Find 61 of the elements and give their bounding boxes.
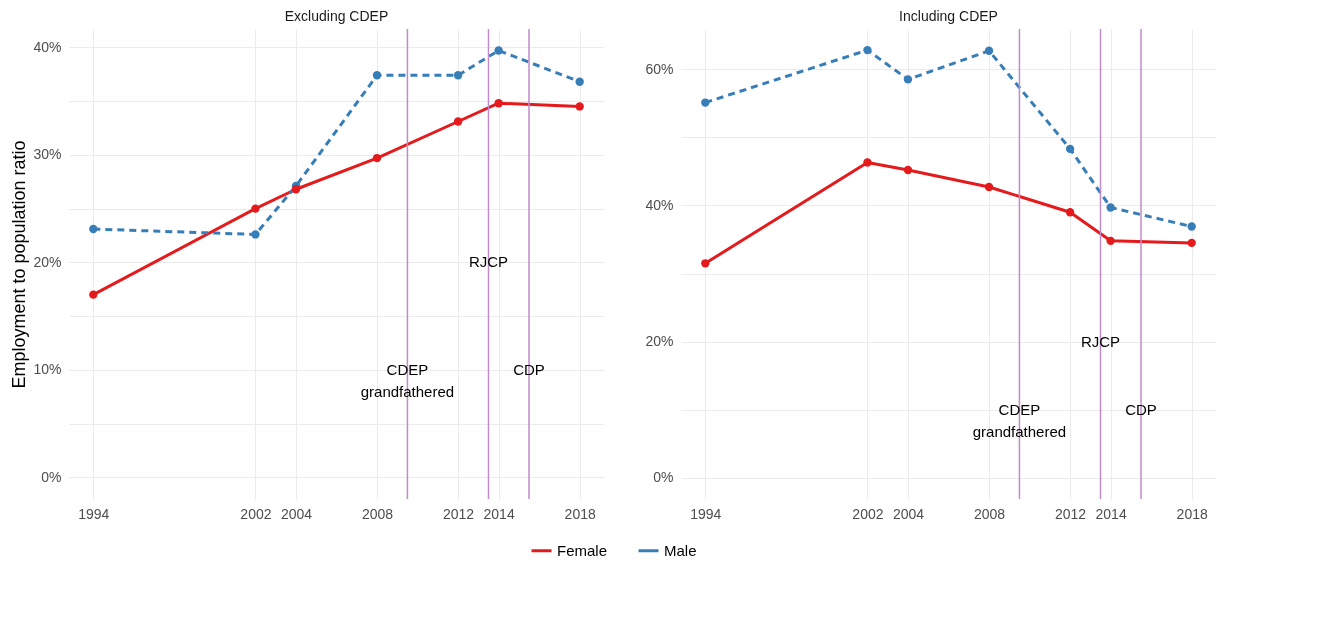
point <box>984 182 994 192</box>
point <box>863 45 872 55</box>
annotation: CDEP grandfathered <box>360 360 455 400</box>
point <box>903 165 913 175</box>
point <box>372 71 382 80</box>
legend-label: Male <box>664 541 697 559</box>
x-tick-label: 2002 <box>852 505 884 522</box>
annotation: RJCP <box>468 253 509 271</box>
point <box>1187 222 1196 231</box>
point <box>701 259 710 268</box>
annotation: RJCP <box>1080 332 1121 350</box>
point <box>453 117 463 126</box>
y-tick-label: 0% <box>653 469 674 486</box>
point <box>494 46 503 55</box>
point <box>494 99 503 108</box>
y-tick-label: 40% <box>33 38 62 55</box>
point <box>863 158 872 167</box>
annotation: CDP <box>513 360 545 378</box>
point <box>1187 238 1196 248</box>
x-tick-label: 2002 <box>240 505 272 522</box>
point <box>89 224 98 234</box>
point <box>984 46 994 55</box>
point <box>1065 144 1075 154</box>
point <box>903 75 913 84</box>
chart-title: Excluding CDEP <box>284 8 389 25</box>
x-tick-label: 2012 <box>1055 505 1087 522</box>
y-tick-label: 40% <box>645 196 674 213</box>
x-tick-label: 2014 <box>1095 505 1127 522</box>
x-tick-label: 2004 <box>280 505 313 522</box>
y-tick-label: 10% <box>33 361 62 378</box>
x-tick-label: 1994 <box>78 505 110 522</box>
y-tick-label: 60% <box>645 60 674 77</box>
annotation: CDEP grandfathered <box>972 400 1067 440</box>
point <box>701 98 710 107</box>
x-tick-label: 2008 <box>361 505 394 522</box>
x-tick-label: 2018 <box>564 505 596 522</box>
y-axis-title: Employment to population ratio <box>9 140 30 389</box>
point <box>291 185 301 194</box>
point <box>372 153 382 163</box>
point <box>453 71 463 80</box>
x-tick-label: 1994 <box>690 505 722 522</box>
x-tick-label: 2018 <box>1176 505 1208 522</box>
chart-title: Including CDEP <box>899 8 998 25</box>
point <box>1106 236 1115 246</box>
x-tick-label: 2004 <box>892 505 925 522</box>
y-tick-label: 20% <box>33 253 62 270</box>
point <box>251 204 260 213</box>
point <box>251 230 260 239</box>
point <box>89 290 98 299</box>
x-tick-label: 2008 <box>973 505 1006 522</box>
point <box>1065 208 1075 217</box>
point <box>1106 203 1115 212</box>
legend-label: Female <box>557 541 608 559</box>
y-tick-label: 30% <box>33 146 62 163</box>
y-tick-label: 0% <box>41 468 62 485</box>
point <box>575 102 584 111</box>
x-tick-label: 2012 <box>443 505 475 522</box>
y-tick-label: 20% <box>645 333 674 350</box>
point <box>575 77 584 86</box>
annotation: CDP <box>1125 400 1157 418</box>
x-tick-label: 2014 <box>483 505 515 522</box>
